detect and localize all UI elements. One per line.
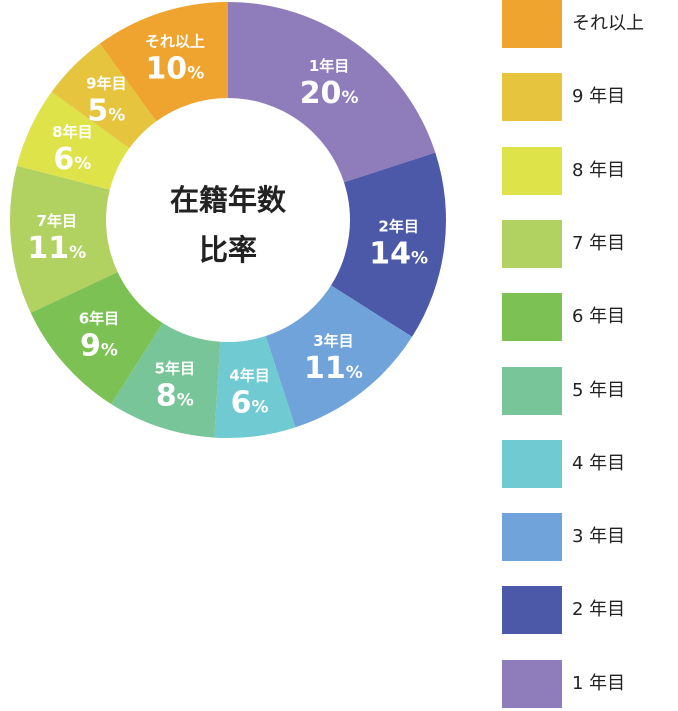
slice-value-4: 6% — [231, 386, 269, 421]
slice-value-8: 6% — [53, 142, 91, 177]
legend-item: 8 年目 — [502, 146, 678, 195]
legend-label: 6 年目 — [572, 306, 626, 328]
legend-swatch — [502, 439, 562, 488]
legend-label: それ以上 — [572, 13, 644, 34]
slice-value-5: 8% — [156, 379, 194, 414]
legend-label: 4 年目 — [572, 452, 626, 474]
legend-item: 4 年目 — [502, 439, 678, 488]
slice-label-4: 4年目 — [229, 367, 269, 385]
slice-value-9: 5% — [87, 93, 125, 128]
slice-labels: 1年目20%2年目14%3年目11%4年目6%5年目8%6年目9%7年目11%8… — [27, 32, 428, 420]
legend-swatch — [502, 659, 562, 708]
legend-swatch — [502, 146, 562, 195]
slice-4 — [214, 336, 296, 438]
slice-10 — [99, 2, 228, 122]
slice-1 — [228, 2, 436, 183]
legend-item: それ以上 — [502, 0, 678, 48]
slice-3 — [265, 285, 413, 428]
legend-label: 2 年目 — [572, 599, 626, 621]
slice-value-3: 11% — [304, 351, 363, 386]
legend-swatch — [502, 73, 562, 122]
slice-8 — [16, 91, 130, 190]
legend-item: 9 年目 — [502, 73, 678, 122]
slice-label-2: 2年目 — [378, 218, 418, 236]
slice-value-2: 14% — [369, 237, 428, 272]
slice-label-7: 7年目 — [37, 212, 77, 230]
legend-swatch — [502, 366, 562, 415]
legend-item: 3 年目 — [502, 513, 678, 562]
legend-swatch — [502, 586, 562, 635]
legend-item: 2 年目 — [502, 586, 678, 635]
legend-swatch — [502, 219, 562, 268]
legend-label: 9 年目 — [572, 86, 626, 108]
slice-5 — [111, 323, 221, 438]
legend-label: 1 年目 — [572, 672, 626, 694]
slice-value-6: 9% — [80, 329, 118, 364]
legend-swatch — [502, 0, 562, 48]
slice-7 — [9, 165, 118, 313]
legend-label: 8 年目 — [572, 159, 626, 181]
legend-item: 1 年目 — [502, 659, 678, 708]
legend-label: 7 年目 — [572, 232, 626, 254]
legend-label: 3 年目 — [572, 526, 626, 548]
slice-6 — [30, 271, 163, 405]
legend-swatch — [502, 513, 562, 562]
donut-slices — [9, 2, 446, 438]
slice-label-3: 3年目 — [313, 332, 353, 350]
slice-value-7: 11% — [27, 231, 86, 266]
legend-item: 5 年目 — [502, 366, 678, 415]
slice-label-5: 5年目 — [155, 360, 195, 378]
chart-title: 在籍年数比率 — [170, 183, 287, 267]
slice-label-9: 9年目 — [86, 74, 126, 92]
slice-label-1: 1年目 — [309, 57, 349, 75]
legend-swatch — [502, 293, 562, 342]
slice-2 — [331, 152, 446, 337]
slice-value-1: 20% — [300, 76, 359, 111]
slice-9 — [51, 43, 157, 149]
legend: それ以上 9 年目 8 年目 7 年目 6 年目 5 年目 4 年目 3 年目 2 年目 1 年目 — [502, 0, 678, 711]
legend-label: 5 年目 — [572, 379, 626, 401]
slice-label-6: 6年目 — [79, 310, 119, 328]
slice-label-8: 8年目 — [52, 123, 92, 141]
slice-value-10: 10% — [145, 51, 204, 86]
slice-label-10: それ以上 — [145, 32, 205, 50]
legend-item: 7 年目 — [502, 219, 678, 268]
legend-item: 6 年目 — [502, 293, 678, 342]
